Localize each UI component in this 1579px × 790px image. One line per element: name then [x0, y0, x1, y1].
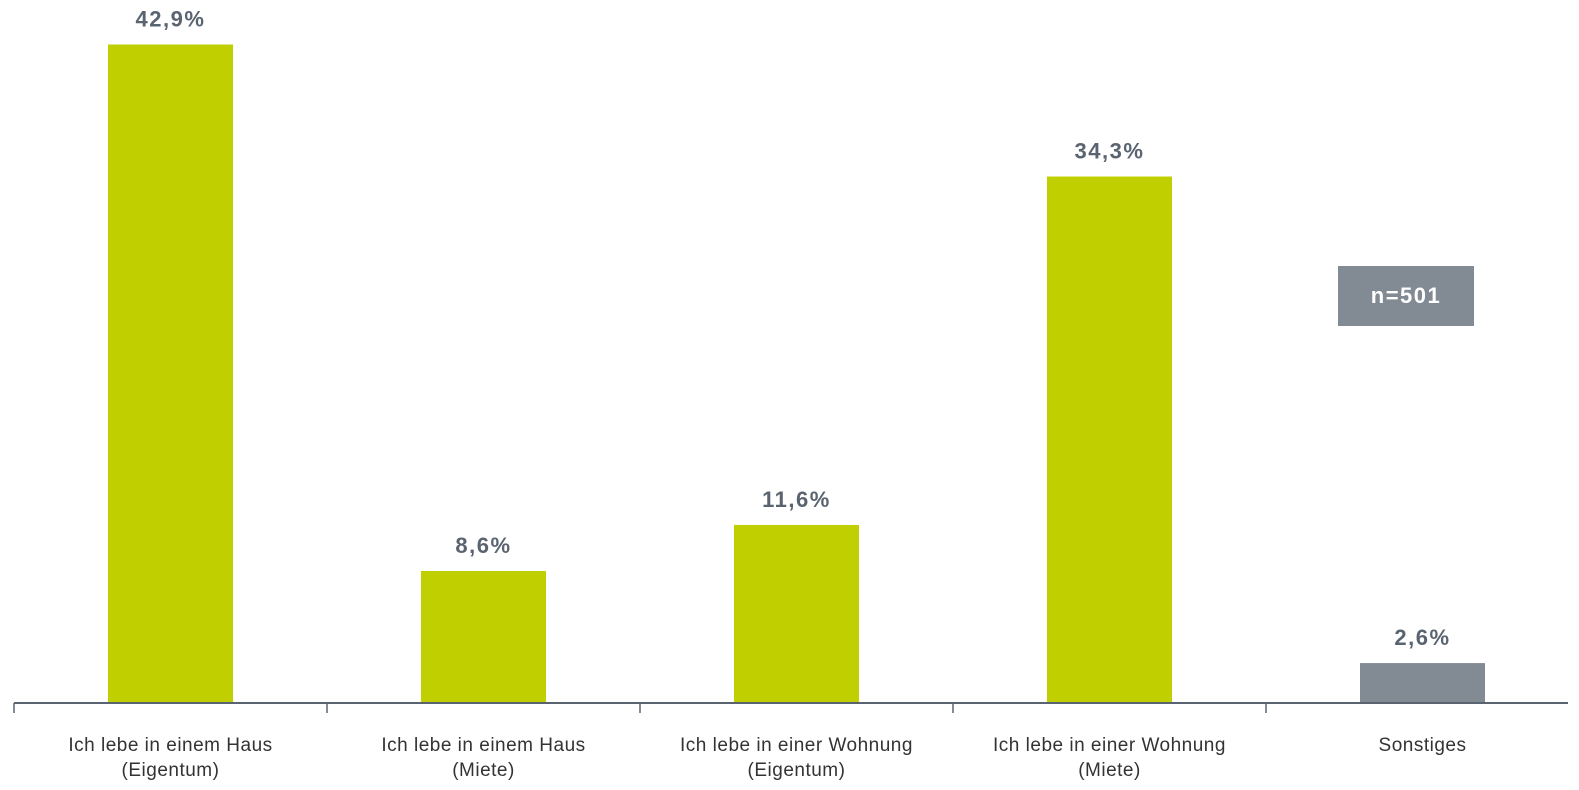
annotation-box [1338, 266, 1474, 326]
x-tick-label: Ich lebe in einem Haus [68, 735, 272, 756]
bar [734, 524, 859, 703]
x-tick-label: Ich lebe in einer Wohnung [680, 735, 913, 756]
x-tick-label: (Miete) [452, 760, 515, 781]
value-label: 11,6% [762, 487, 831, 512]
x-tick-label: Sonstiges [1379, 735, 1467, 756]
x-tick-label: (Eigentum) [748, 760, 846, 781]
x-tick-label: (Eigentum) [122, 760, 220, 781]
value-label: 34,3% [1075, 138, 1145, 163]
bar [421, 570, 546, 703]
bar [1360, 663, 1485, 703]
value-label: 42,9% [136, 6, 206, 31]
x-tick-label: (Miete) [1078, 760, 1141, 781]
value-label: 2,6% [1394, 625, 1450, 650]
annotation: n=501 [1371, 283, 1442, 308]
x-tick-label: Ich lebe in einem Haus [381, 735, 585, 756]
bar [1047, 176, 1172, 704]
x-tick-label: Ich lebe in einer Wohnung [993, 735, 1226, 756]
bar [108, 44, 233, 703]
value-label: 8,6% [455, 533, 511, 558]
